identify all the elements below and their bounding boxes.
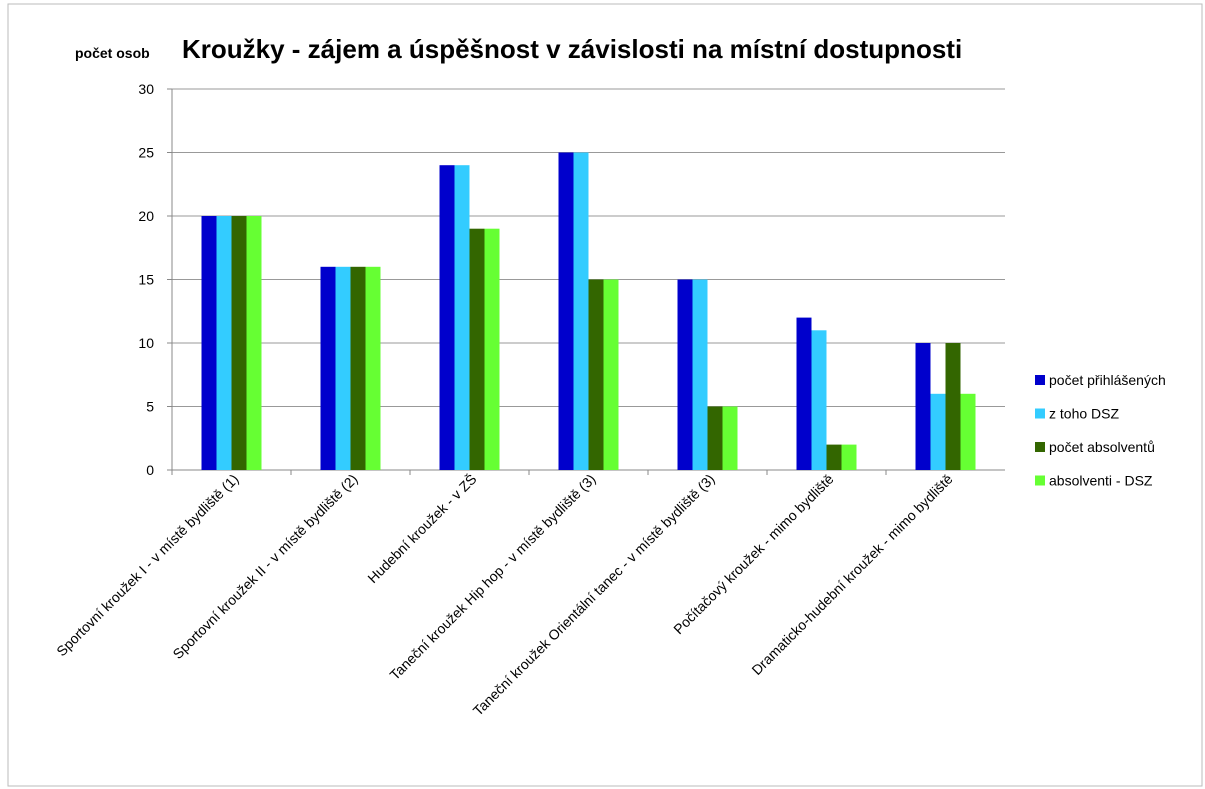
y-tick-label: 0 — [146, 462, 154, 478]
legend-swatch — [1035, 442, 1045, 452]
bar — [796, 317, 812, 470]
bar — [722, 406, 738, 470]
y-tick-label: 25 — [138, 145, 154, 161]
bar — [469, 228, 485, 470]
bar — [365, 266, 381, 470]
bar — [692, 279, 708, 470]
bar — [960, 393, 976, 470]
bar — [603, 279, 619, 470]
x-tick-label: Taneční kroužek Hip hop - v místě bydliš… — [386, 471, 598, 683]
bar — [826, 444, 842, 470]
legend-swatch — [1035, 375, 1045, 385]
bar — [841, 444, 857, 470]
bar — [320, 266, 336, 470]
x-tick-label: Taneční kroužek Orientální tanec - v mís… — [470, 471, 718, 719]
bar — [558, 152, 574, 470]
bar — [573, 152, 589, 470]
y-tick-label: 15 — [138, 272, 154, 288]
bar — [484, 228, 500, 470]
bar — [454, 165, 470, 470]
bar — [216, 216, 232, 470]
bar — [231, 216, 247, 470]
bar — [246, 216, 262, 470]
legend-label: počet absolventů — [1049, 439, 1155, 455]
x-tick-label: Sportovní kroužek I - v místě bydliště (… — [53, 471, 241, 659]
legend-swatch — [1035, 475, 1045, 486]
x-tick-label: Hudební kroužek - v ZŠ — [364, 471, 479, 586]
y-axis-label: počet osob — [75, 45, 150, 61]
chart-title: Kroužky - zájem a úspěšnost v závislosti… — [182, 34, 962, 64]
x-tick-label: Sportovní kroužek II - v místě bydliště … — [169, 471, 360, 662]
y-tick-label: 30 — [138, 81, 154, 97]
bar — [201, 216, 217, 470]
bar — [930, 393, 946, 470]
bar — [677, 279, 693, 470]
legend-label: absolventi - DSZ — [1049, 473, 1153, 489]
y-tick-label: 20 — [138, 208, 154, 224]
bar — [915, 343, 931, 470]
y-tick-label: 10 — [138, 335, 154, 351]
bar — [439, 165, 455, 470]
bar — [811, 330, 827, 470]
x-tick-label: Dramaticko-hudební kroužek - mimo bydliš… — [748, 471, 955, 678]
legend-swatch — [1035, 408, 1045, 419]
bar — [350, 266, 366, 470]
bar — [588, 279, 604, 470]
bar — [707, 406, 723, 470]
bar — [945, 343, 961, 470]
legend-label: z toho DSZ — [1049, 406, 1119, 422]
legend-label: počet přihlášených — [1049, 372, 1166, 388]
chart-frame — [7, 3, 1203, 787]
bar — [335, 266, 351, 470]
y-tick-label: 5 — [146, 399, 154, 415]
